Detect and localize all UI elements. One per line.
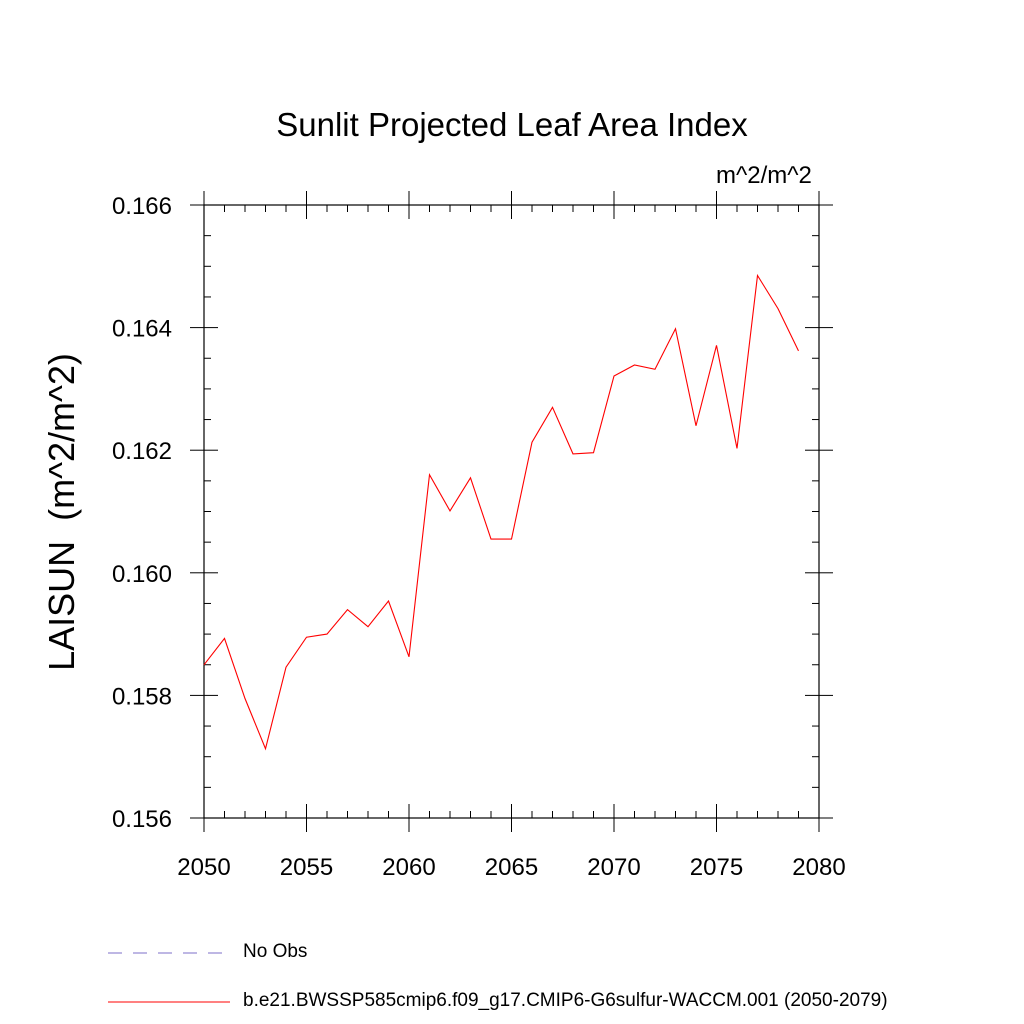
x-tick-label: 2060 xyxy=(382,854,435,881)
x-tick-label: 2075 xyxy=(690,854,743,881)
legend-label-no-obs: No Obs xyxy=(243,941,308,962)
legend-label-model-run: b.e21.BWSSP585cmip6.f09_g17.CMIP6-G6sulf… xyxy=(243,990,888,1011)
y-tick-label: 0.156 xyxy=(112,806,172,833)
y-tick-label: 0.164 xyxy=(112,316,172,343)
series-line-0 xyxy=(203,273,799,751)
y-tick-label: 0.160 xyxy=(112,561,172,588)
x-tick-label: 2080 xyxy=(792,854,845,881)
y-tick-label: 0.158 xyxy=(112,683,172,710)
plot-frame xyxy=(203,204,820,819)
y-tick-label: 0.162 xyxy=(112,438,172,465)
chart-title: Sunlit Projected Leaf Area Index xyxy=(276,106,748,143)
x-tick-label: 2065 xyxy=(485,854,538,881)
x-tick-label: 2050 xyxy=(177,854,230,881)
units-label: m^2/m^2 xyxy=(716,162,812,189)
x-tick-label: 2055 xyxy=(280,854,333,881)
y-tick-label: 0.166 xyxy=(112,193,172,220)
x-tick-label: 2070 xyxy=(587,854,640,881)
